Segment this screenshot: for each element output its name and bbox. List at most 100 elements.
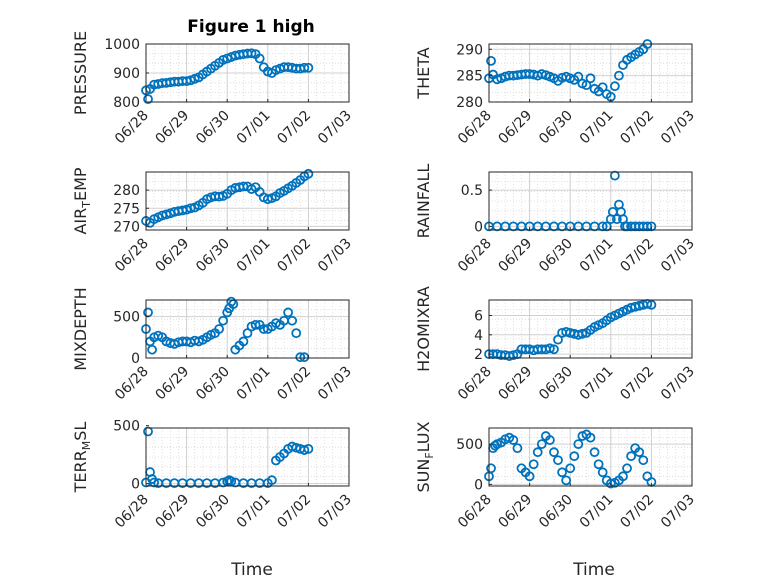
subplot-2: 280 285 290 06/28 06/29 06/30 07/01 07/02 07/03 T… bbox=[414, 39, 698, 148]
x-tick-label: 06/29 bbox=[496, 364, 536, 404]
subplot-8: 0 500 06/28 06/29 06/30 07/01 07/02 07/03 SUNFLU… bbox=[414, 421, 698, 531]
data-point bbox=[569, 451, 580, 462]
x-tick-label: 06/30 bbox=[536, 236, 576, 276]
data-point bbox=[565, 463, 576, 474]
data-point bbox=[303, 62, 314, 73]
data-point bbox=[593, 459, 604, 470]
x-tick-label: 06/29 bbox=[496, 492, 536, 532]
y-tick-label: 280 bbox=[113, 183, 140, 199]
y-tick-label: 270 bbox=[113, 219, 140, 235]
x-tick-label: 06/30 bbox=[193, 492, 233, 532]
data-point bbox=[634, 447, 645, 458]
data-point bbox=[254, 53, 265, 64]
data-point bbox=[214, 324, 224, 334]
data-point bbox=[295, 352, 306, 363]
data-point bbox=[299, 445, 310, 455]
y-tick-label: 0 bbox=[474, 219, 483, 235]
data-point bbox=[250, 319, 261, 330]
data-point bbox=[266, 475, 277, 486]
data-point bbox=[143, 426, 153, 437]
x-tick-label: 06/30 bbox=[193, 108, 233, 148]
y-tick-label: 500 bbox=[113, 419, 140, 435]
x-axis-label-right: Time bbox=[572, 560, 615, 580]
x-tick-label: 06/28 bbox=[112, 236, 152, 276]
data-point bbox=[532, 447, 543, 458]
data-point bbox=[262, 194, 273, 205]
y-tick-label: 280 bbox=[456, 95, 483, 111]
data-point bbox=[597, 467, 608, 478]
data-point bbox=[585, 73, 596, 84]
x-tick-label: 06/29 bbox=[153, 108, 193, 148]
y-tick-label: 0 bbox=[131, 351, 140, 367]
data-point bbox=[553, 334, 563, 345]
x-tick-label: 07/02 bbox=[274, 108, 314, 148]
axes-box bbox=[488, 171, 693, 231]
data-point bbox=[618, 471, 628, 482]
x-tick-label: 07/01 bbox=[577, 236, 617, 276]
data-point bbox=[536, 439, 547, 450]
y-axis-label: H2OMIXRA bbox=[414, 286, 433, 372]
x-tick-label: 07/02 bbox=[274, 492, 314, 532]
x-tick-label: 07/01 bbox=[234, 492, 274, 532]
x-axis-label-left: Time bbox=[230, 560, 273, 580]
data-point bbox=[185, 203, 196, 214]
y-tick-label: 2 bbox=[474, 347, 483, 363]
x-tick-label: 06/30 bbox=[193, 236, 233, 276]
x-tick-label: 06/28 bbox=[455, 364, 495, 404]
x-tick-label: 07/01 bbox=[234, 364, 274, 404]
x-tick-label: 06/29 bbox=[496, 108, 536, 148]
y-tick-label: 285 bbox=[456, 69, 483, 85]
x-tick-label: 07/03 bbox=[658, 108, 698, 148]
x-tick-label: 06/28 bbox=[112, 364, 152, 404]
x-tick-label: 07/03 bbox=[315, 108, 355, 148]
x-tick-label: 06/29 bbox=[153, 236, 193, 276]
y-axis-label: AIRTEMP bbox=[71, 167, 93, 234]
data-point bbox=[611, 214, 622, 225]
y-tick-label: 4 bbox=[474, 328, 483, 344]
data-point bbox=[545, 435, 555, 445]
x-tick-label: 07/01 bbox=[234, 236, 274, 276]
y-tick-label: 1000 bbox=[104, 37, 140, 53]
x-tick-label: 07/03 bbox=[315, 492, 355, 532]
data-point bbox=[597, 82, 608, 93]
y-tick-label: 0.5 bbox=[461, 183, 483, 199]
x-tick-label: 07/03 bbox=[658, 492, 698, 532]
data-series bbox=[141, 48, 314, 104]
data-point bbox=[549, 447, 559, 458]
x-tick-label: 07/01 bbox=[577, 108, 617, 148]
x-tick-label: 06/28 bbox=[112, 492, 152, 532]
data-point bbox=[218, 315, 229, 326]
axes-box bbox=[145, 299, 350, 359]
y-axis-label: SUNFLUX bbox=[414, 421, 436, 492]
data-point bbox=[238, 336, 249, 347]
y-tick-label: 900 bbox=[113, 66, 140, 82]
y-tick-label: 500 bbox=[456, 437, 483, 453]
y-axis-label: TERRMSL bbox=[71, 422, 93, 494]
x-tick-label: 07/03 bbox=[658, 236, 698, 276]
subplot-4: 0 0.5 06/28 06/29 06/30 07/01 07/02 07/03 RAINFA… bbox=[414, 164, 698, 276]
subplot-7: 0 500 06/28 06/29 06/30 07/01 07/02 07/03 TERRMS… bbox=[71, 419, 355, 532]
x-tick-label: 06/30 bbox=[536, 364, 576, 404]
data-point bbox=[287, 315, 298, 326]
y-tick-label: 800 bbox=[113, 95, 140, 111]
data-point bbox=[283, 307, 294, 318]
figure-title: Figure 1 high bbox=[187, 17, 315, 37]
data-point bbox=[545, 343, 555, 354]
data-point bbox=[512, 443, 523, 454]
axes-box bbox=[145, 171, 350, 231]
x-tick-label: 07/03 bbox=[658, 364, 698, 404]
data-point bbox=[585, 432, 596, 443]
subplot-1: 800 900 1000 06/28 06/29 06/30 07/01 07/02 07/03… bbox=[71, 31, 355, 147]
x-tick-label: 07/01 bbox=[577, 492, 617, 532]
y-axis-label: RAINFALL bbox=[414, 164, 433, 239]
data-point bbox=[573, 71, 584, 82]
data-point bbox=[605, 478, 616, 489]
data-point bbox=[614, 70, 624, 81]
data-point bbox=[214, 191, 224, 202]
x-tick-label: 06/29 bbox=[153, 364, 193, 404]
x-tick-label: 06/29 bbox=[153, 492, 193, 532]
data-point bbox=[299, 62, 310, 73]
y-tick-label: 290 bbox=[456, 42, 483, 58]
data-point bbox=[577, 328, 588, 339]
data-point bbox=[528, 459, 539, 470]
